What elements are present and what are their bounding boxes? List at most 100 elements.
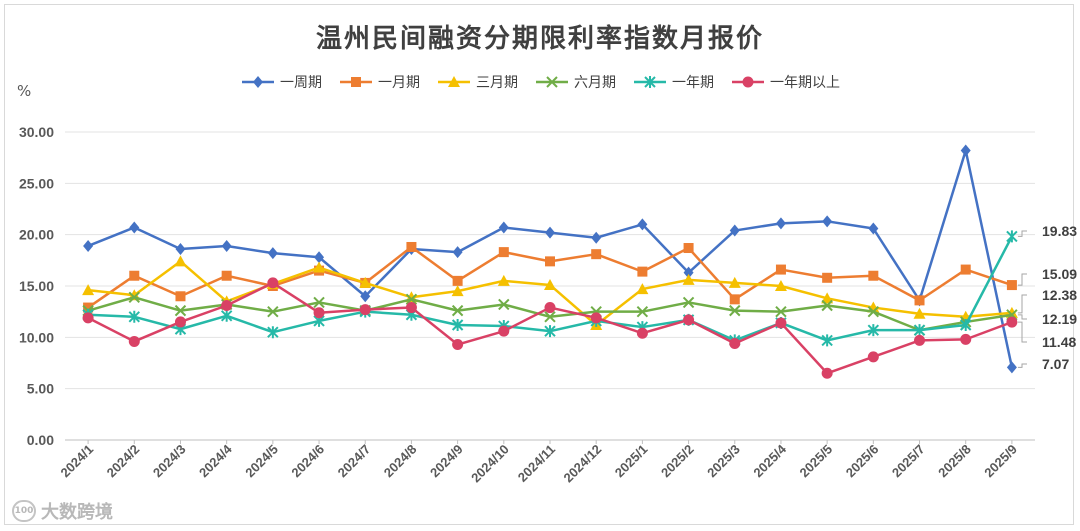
legend-label: 一月期 [378, 75, 420, 91]
data-point [452, 275, 463, 286]
y-axis-unit-label: % [17, 82, 32, 100]
data-point [867, 351, 879, 363]
data-point [359, 304, 371, 316]
watermark: 100 大数跨境 [12, 498, 113, 524]
data-point [174, 304, 187, 317]
data-point [129, 270, 140, 281]
data-point [636, 327, 648, 339]
x-tick-label: 2024/8 [381, 442, 420, 481]
chart-legend: 一周期 一月期 三月期 六月期 一年期 一年期以上 [0, 72, 1080, 92]
data-point [498, 221, 509, 234]
data-point [267, 326, 279, 339]
legend-marker [438, 76, 470, 87]
data-point [729, 337, 741, 349]
data-point [544, 311, 556, 323]
y-tick-label: 30.00 [19, 124, 54, 140]
data-point [267, 247, 278, 260]
data-point [451, 285, 464, 297]
x-tick-label: 2025/2 [658, 442, 697, 481]
data-point [405, 302, 417, 314]
data-point [728, 276, 741, 288]
data-point [1006, 361, 1017, 374]
x-tick-label: 2025/3 [704, 442, 743, 481]
data-point [359, 276, 372, 288]
data-point [775, 264, 786, 275]
data-point [83, 302, 94, 313]
legend-marker [732, 76, 764, 88]
y-tick-label: 0.00 [27, 432, 54, 448]
x-tick-label: 2024/3 [150, 442, 189, 481]
data-point [267, 305, 279, 318]
data-point [1006, 280, 1017, 291]
data-point [729, 224, 740, 237]
legend-marker-shape [253, 76, 263, 88]
data-point [960, 319, 972, 332]
x-tick-label: 2024/12 [560, 442, 604, 486]
data-point [497, 274, 510, 286]
legend-marker-shape [644, 76, 656, 88]
x-tick-label: 2024/9 [427, 442, 466, 481]
end-value-label: 15.09 [1042, 266, 1077, 282]
data-point [313, 261, 326, 273]
x-tick-label: 2024/1 [57, 442, 96, 481]
x-tick-label: 2024/11 [515, 442, 558, 485]
data-point [683, 266, 694, 279]
data-point [83, 239, 94, 252]
data-point [452, 339, 464, 351]
data-point [1006, 316, 1018, 328]
legend-label: 一年期 [672, 75, 714, 91]
x-tick-label: 2025/1 [612, 442, 651, 481]
data-point [591, 249, 602, 260]
legend-item: 一周期 [240, 72, 322, 92]
data-point [960, 264, 971, 275]
data-point [544, 302, 556, 314]
legend-item: 一年期以上 [730, 72, 840, 92]
data-point [82, 284, 95, 296]
data-point [220, 309, 233, 322]
data-point [498, 298, 510, 311]
data-point [267, 277, 279, 289]
data-point [314, 251, 325, 264]
end-label-leader [1017, 230, 1027, 237]
series-6 [82, 277, 1018, 379]
y-tick-label: 15.00 [19, 278, 54, 294]
data-point [451, 319, 464, 332]
legend-item: 六月期 [534, 72, 616, 92]
series-1 [83, 144, 1017, 374]
data-point [451, 304, 464, 317]
legend-label: 一周期 [280, 75, 322, 91]
legend-item: 一年期 [632, 72, 714, 92]
legend-item: 一月期 [338, 72, 420, 92]
data-point [128, 291, 140, 304]
data-point [822, 215, 833, 228]
y-tick-label: 20.00 [19, 227, 54, 243]
data-point [960, 144, 971, 157]
x-tick-label: 2025/6 [843, 442, 882, 481]
data-point [175, 291, 186, 302]
data-point [868, 270, 879, 281]
data-point [128, 310, 140, 323]
chart-title: 温州民间融资分期限利率指数月报价 [315, 24, 764, 54]
data-point [821, 334, 833, 347]
data-point [637, 218, 648, 231]
watermark-logo: 100 [12, 500, 36, 522]
legend-marker-shape [351, 77, 361, 87]
legend-label: 三月期 [476, 75, 518, 91]
x-tick-label: 2025/5 [797, 442, 836, 481]
data-point [729, 304, 741, 317]
data-point [174, 255, 187, 267]
end-value-label: 12.38 [1042, 287, 1077, 303]
x-tick-label: 2025/7 [889, 442, 928, 481]
end-label-leader [1017, 273, 1027, 286]
data-point [822, 272, 833, 283]
chart-frame [4, 4, 1074, 525]
data-point [313, 307, 325, 319]
data-point [775, 317, 787, 329]
x-tick-label: 2025/4 [750, 441, 789, 480]
data-point [221, 239, 232, 252]
legend-marker-shape [546, 76, 558, 88]
data-point [913, 324, 926, 337]
data-point [406, 241, 417, 252]
end-value-label: 19.83 [1042, 223, 1077, 239]
x-tick-label: 2025/9 [981, 442, 1020, 481]
